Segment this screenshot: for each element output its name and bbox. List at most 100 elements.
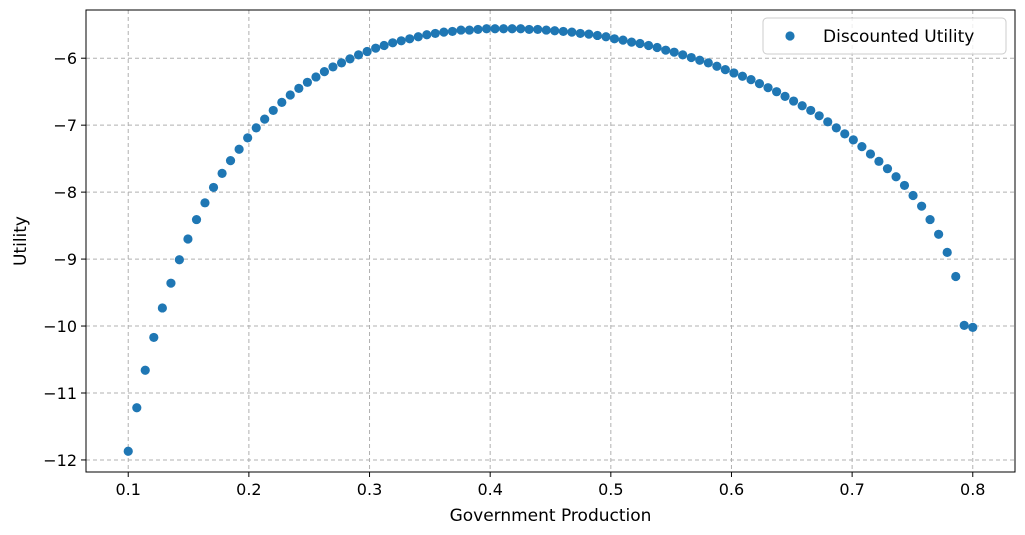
data-point (447, 26, 458, 37)
data-point (567, 27, 577, 37)
data-point (695, 55, 705, 65)
data-point (712, 61, 722, 71)
data-point (285, 90, 295, 100)
data-point (481, 24, 492, 34)
data-point (942, 247, 952, 257)
data-point (507, 24, 517, 34)
data-point (294, 83, 304, 93)
data-point (874, 156, 884, 166)
data-point (439, 27, 449, 37)
data-point (345, 54, 355, 64)
data-point (925, 214, 935, 225)
data-point (771, 87, 782, 97)
data-point (618, 35, 628, 45)
data-point (703, 58, 713, 68)
data-point (609, 34, 620, 44)
data-point (917, 201, 927, 211)
y-axis-label: Utility (11, 216, 31, 266)
data-point (157, 303, 167, 313)
data-point (848, 135, 858, 145)
data-point (882, 164, 893, 174)
data-point (814, 111, 824, 121)
data-point (243, 133, 253, 143)
data-point (720, 64, 730, 75)
data-point (430, 28, 440, 39)
data-point (149, 332, 159, 343)
data-point (737, 71, 748, 81)
data-point (516, 24, 526, 34)
data-point (592, 30, 603, 41)
data-point (541, 25, 551, 35)
data-point (746, 75, 756, 85)
data-point (797, 101, 807, 111)
data-point (174, 255, 184, 265)
data-point (456, 25, 466, 35)
data-point (353, 50, 364, 60)
data-point (379, 40, 389, 51)
y-tick-label: −8 (53, 183, 77, 202)
data-point (968, 322, 978, 332)
data-point (473, 24, 483, 35)
data-point (635, 38, 645, 49)
y-tick-label: −11 (43, 384, 77, 403)
data-point (422, 30, 432, 40)
data-point (626, 37, 637, 47)
data-point (934, 229, 944, 239)
data-point (652, 42, 662, 53)
data-point (319, 67, 330, 77)
data-point (661, 45, 671, 55)
data-point (865, 149, 876, 159)
data-point (140, 365, 150, 375)
data-point (806, 105, 816, 116)
legend-box (762, 17, 1007, 55)
data-point (840, 129, 850, 139)
x-tick-label: 0.1 (116, 480, 141, 499)
data-point (643, 40, 654, 51)
data-point (260, 114, 270, 124)
data-point (217, 168, 227, 178)
data-point (558, 26, 568, 37)
data-point (251, 123, 261, 133)
data-point (754, 79, 765, 89)
data-point (669, 47, 679, 57)
data-point (823, 117, 833, 127)
data-point (464, 25, 475, 35)
data-point (831, 123, 841, 133)
data-point (951, 271, 961, 282)
data-point (396, 36, 406, 46)
data-point (123, 446, 133, 456)
data-point (686, 52, 696, 63)
legend-marker (785, 31, 795, 41)
data-point (362, 46, 372, 57)
data-point (678, 50, 688, 60)
legend-label: Discounted Utility (823, 27, 974, 47)
data-point (575, 28, 585, 39)
y-tick-label: −10 (43, 317, 77, 336)
data-point (789, 96, 799, 106)
plot-frame (85, 9, 1016, 473)
data-point (857, 141, 867, 152)
data-point (166, 278, 176, 288)
data-point (405, 34, 415, 44)
data-point (891, 172, 901, 182)
data-point (899, 180, 910, 191)
data-point (328, 62, 338, 72)
x-tick-label: 0.3 (357, 480, 382, 499)
data-point (490, 24, 500, 34)
x-tick-label: 0.8 (960, 480, 985, 499)
x-tick-label: 0.4 (477, 480, 502, 499)
data-point (498, 24, 509, 34)
y-tick-label: −7 (53, 116, 77, 135)
data-point (268, 105, 278, 116)
data-point (908, 190, 918, 201)
axis-ticks: 0.1 0.2 0.3 0.4 0.5 0.6 0.7 0.8 −12 −11 −10 −9 −8 −7 −… (43, 49, 985, 499)
data-point (959, 320, 969, 330)
data-point (729, 68, 739, 78)
data-point (208, 182, 219, 193)
data-point (584, 29, 594, 39)
data-point (601, 32, 611, 42)
data-points (123, 24, 978, 456)
x-tick-label: 0.6 (719, 480, 744, 499)
